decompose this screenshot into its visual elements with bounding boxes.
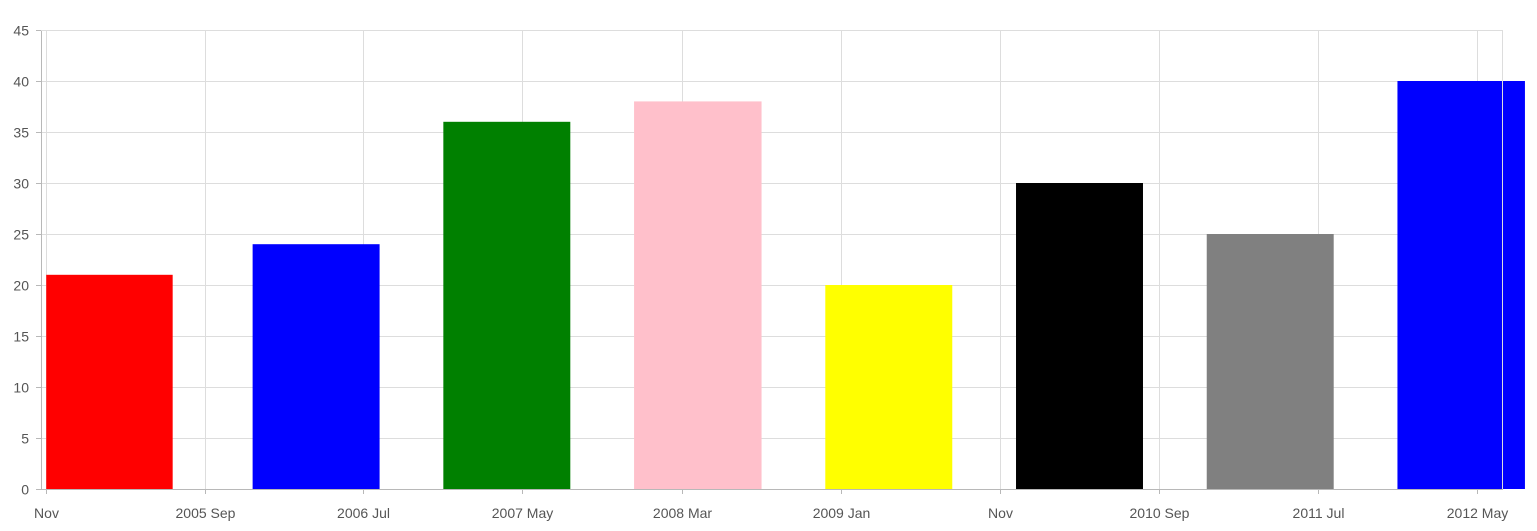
x-tick-label: 2005 Sep	[176, 505, 236, 521]
x-tick-label: 2010 Sep	[1130, 505, 1190, 521]
y-tick-label: 45	[13, 23, 29, 39]
y-tick-label: 15	[13, 329, 29, 345]
y-tick-label: 10	[13, 380, 29, 396]
bar-3	[443, 121, 571, 490]
x-tick-label: 2011 Jul	[1293, 505, 1345, 521]
y-tick-label: 40	[13, 74, 29, 90]
bar-8	[1397, 81, 1525, 489]
x-tick-label: Nov	[988, 505, 1013, 521]
y-tick-label: 35	[13, 125, 29, 141]
bar-6	[1016, 183, 1143, 489]
bar-4	[634, 101, 762, 490]
bars	[46, 81, 1525, 490]
bar-5	[825, 285, 953, 489]
y-tick-label: 30	[13, 176, 29, 192]
bar-2	[252, 244, 380, 489]
bar-7	[1206, 234, 1334, 489]
y-tick-label: 25	[13, 227, 29, 243]
bar-1	[46, 274, 173, 489]
x-tick-label: Nov	[34, 505, 59, 521]
axes	[36, 30, 1503, 494]
x-tick-label: 2008 Mar	[653, 505, 712, 521]
y-tick-label: 20	[13, 278, 29, 294]
x-tick-label: 2007 May	[492, 505, 553, 521]
y-tick-label: 5	[21, 431, 29, 447]
x-tick-label: 2006 Jul	[337, 505, 390, 521]
y-tick-label: 0	[21, 482, 29, 498]
tick-labels: 0 5 10 15 20 25 30 35 40 45 Nov 2005 Sep 2006 Jul 200…	[13, 23, 1508, 522]
x-tick-label: 2012 May	[1447, 505, 1508, 521]
x-tick-label: 2009 Jan	[813, 505, 871, 521]
